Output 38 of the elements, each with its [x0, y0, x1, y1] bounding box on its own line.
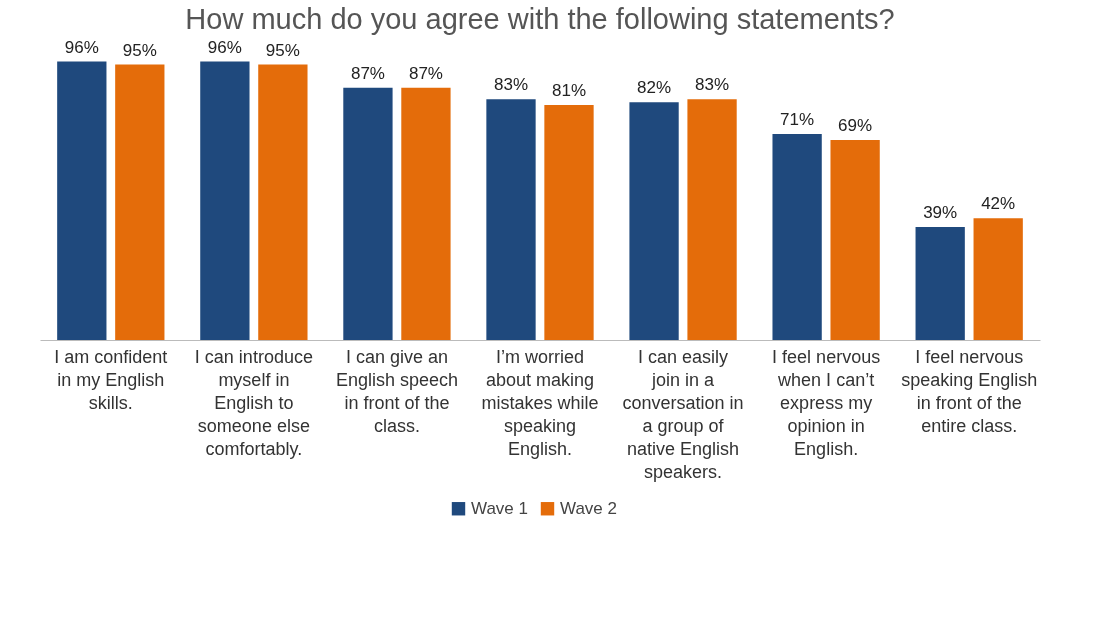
x-tick-label: I feel nervous when I can’t express my opinion in English. [772, 346, 881, 459]
data-label: 39% [923, 202, 958, 222]
bar [115, 64, 165, 340]
bar [830, 139, 880, 340]
bar [401, 87, 451, 340]
data-label: 96% [207, 37, 242, 57]
bar [258, 64, 308, 340]
data-label: 96% [64, 37, 99, 57]
x-tick-label: I can easily join in a conversation in a group of native English speakers. [622, 346, 744, 482]
legend-label: Wave 1 [471, 498, 529, 518]
x-tick-label: I am confident in my English skills. [54, 346, 168, 413]
bar [915, 226, 965, 340]
bar [772, 134, 822, 340]
x-tick-label: I’m worried about making mistakes while speaking English. [481, 346, 599, 459]
bar [544, 105, 594, 340]
data-label: 87% [408, 63, 443, 83]
bar [200, 61, 250, 340]
bar [687, 99, 737, 340]
bar [57, 61, 107, 340]
data-label: 42% [981, 194, 1016, 214]
data-label: 81% [551, 81, 587, 101]
x-tick-label: I can introduce myself in English to someone else comfortably. [194, 346, 313, 459]
data-label: 83% [493, 75, 529, 95]
bar [486, 99, 536, 340]
data-label: 95% [122, 40, 157, 60]
data-label: 95% [265, 40, 300, 60]
legend-label: Wave 2 [560, 498, 618, 518]
bar [973, 218, 1023, 340]
x-tick-label: I feel nervous speaking English in front of the entire class. [901, 346, 1038, 436]
data-label: 82% [637, 78, 672, 98]
data-label: 83% [695, 75, 730, 95]
chart-title: How much do you agree with the following statements? [185, 2, 895, 35]
data-label: 69% [838, 115, 873, 135]
data-label: 87% [350, 63, 385, 83]
bar [343, 87, 393, 340]
x-tick-label: I can give an English speech in front of the class. [335, 346, 458, 436]
bar [629, 102, 679, 340]
data-label: 71% [780, 110, 815, 130]
